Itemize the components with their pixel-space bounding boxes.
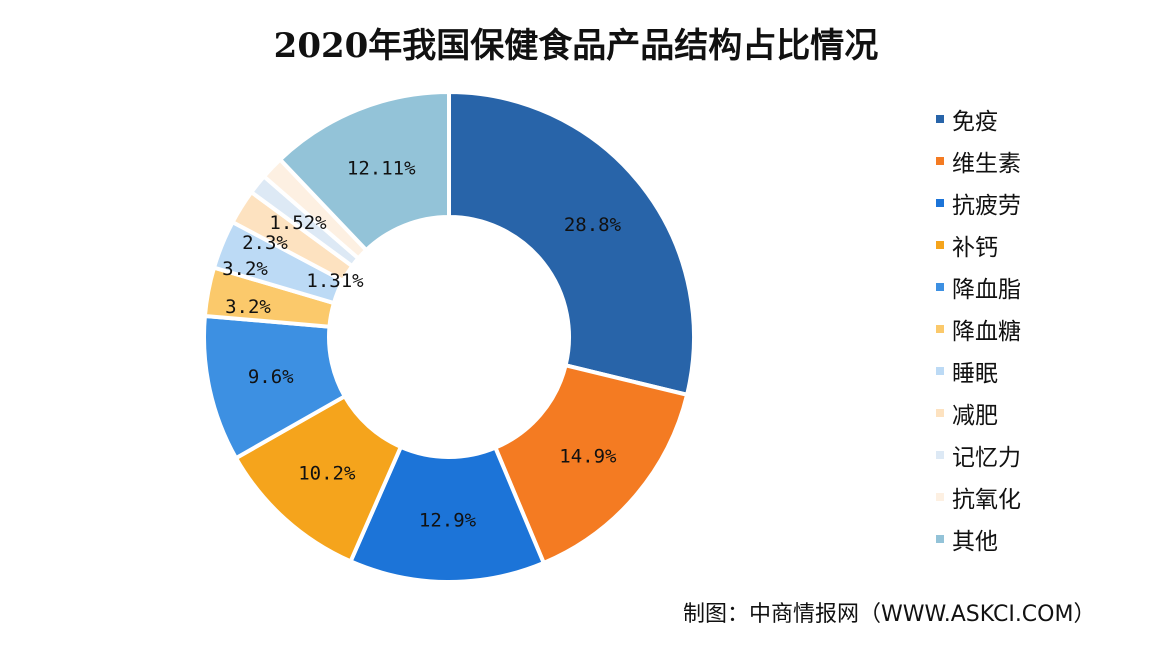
data-label: 1.31% xyxy=(306,270,364,292)
slice-10 xyxy=(277,89,451,253)
legend-label: 睡眠 xyxy=(952,361,998,387)
data-label: 12.9% xyxy=(419,509,477,531)
legend-item: 睡眠 xyxy=(936,350,1021,392)
chart-title: 2020年我国保健食品产品结构占比情况 xyxy=(273,26,879,66)
legend-label: 减肥 xyxy=(952,403,998,429)
legend-item: 抗氧化 xyxy=(936,476,1021,518)
data-label: 3.2% xyxy=(225,296,271,318)
legend-item: 免疫 xyxy=(936,98,1021,140)
data-label: 10.2% xyxy=(298,463,356,485)
legend-swatch xyxy=(936,493,944,501)
data-label: 3.2% xyxy=(222,258,268,280)
legend-swatch xyxy=(936,535,944,543)
legend-label: 降血糖 xyxy=(952,319,1021,345)
legend-item: 降血脂 xyxy=(936,266,1021,308)
legend-label: 其他 xyxy=(952,529,998,555)
legend-label: 记忆力 xyxy=(952,445,1021,471)
legend-swatch xyxy=(936,241,944,249)
data-label: 2.3% xyxy=(242,232,288,254)
data-label: 1.52% xyxy=(269,212,327,234)
data-label: 28.8% xyxy=(564,214,622,236)
legend-swatch xyxy=(936,157,944,165)
legend-item: 维生素 xyxy=(936,140,1021,182)
legend-swatch xyxy=(936,451,944,459)
legend-swatch xyxy=(936,283,944,291)
legend-swatch xyxy=(936,409,944,417)
data-label: 12.11% xyxy=(347,158,416,180)
slice-2 xyxy=(347,444,547,584)
legend-item: 降血糖 xyxy=(936,308,1021,350)
data-label: 14.9% xyxy=(559,445,617,467)
legend-label: 抗氧化 xyxy=(952,487,1021,513)
legend-label: 补钙 xyxy=(952,235,998,261)
legend-item: 补钙 xyxy=(936,224,1021,266)
legend-label: 免疫 xyxy=(952,109,998,135)
source-note: 制图：中商情报网（WWW.ASKCI.COM） xyxy=(683,602,1096,627)
legend-label: 维生素 xyxy=(952,151,1021,177)
data-label: 9.6% xyxy=(248,366,294,388)
legend-swatch xyxy=(936,115,944,123)
legend-item: 其他 xyxy=(936,518,1021,560)
legend-label: 降血脂 xyxy=(952,277,1021,303)
legend-item: 减肥 xyxy=(936,392,1021,434)
legend-item: 抗疲劳 xyxy=(936,182,1021,224)
legend-swatch xyxy=(936,199,944,207)
legend: 免疫维生素抗疲劳补钙降血脂降血糖睡眠减肥记忆力抗氧化其他 xyxy=(936,98,1021,560)
legend-swatch xyxy=(936,325,944,333)
legend-swatch xyxy=(936,367,944,375)
slice-1 xyxy=(492,362,690,566)
legend-item: 记忆力 xyxy=(936,434,1021,476)
slice-0 xyxy=(447,89,696,398)
legend-label: 抗疲劳 xyxy=(952,193,1021,219)
